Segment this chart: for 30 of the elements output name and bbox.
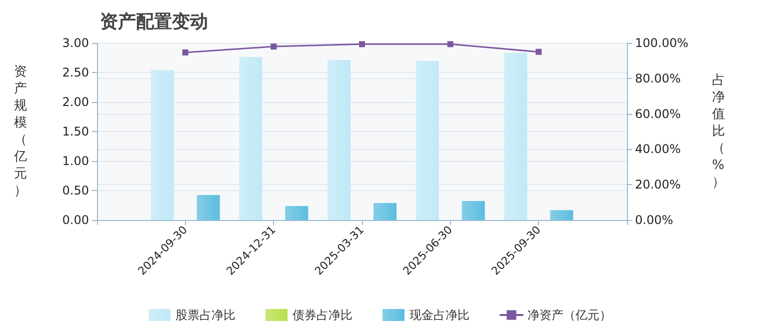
y-tick-label: 2.50 — [62, 66, 89, 80]
y2-tick-label: 100.00% — [635, 36, 688, 50]
y2-tick-label: 80.00% — [635, 71, 681, 86]
chart-title: 资产配置变动 — [100, 12, 208, 32]
y2-axis-title: 占净值比（%） — [712, 73, 725, 190]
bar — [285, 206, 308, 220]
y2-tick-label: 20.00% — [635, 178, 681, 192]
bar — [196, 195, 220, 220]
legend-label: 债券占净比 — [292, 308, 352, 322]
bar — [550, 210, 574, 220]
bar — [328, 60, 350, 220]
bar — [416, 61, 439, 220]
y-tick-label: 3.00 — [62, 36, 89, 50]
y-tick-label: 0.00 — [62, 213, 89, 227]
y-tick-label: 1.50 — [62, 124, 89, 138]
y-tick-label: 2.00 — [62, 95, 89, 109]
y-tick-label: 1.00 — [62, 154, 89, 168]
bar — [239, 56, 262, 220]
legend-label: 现金占净比 — [410, 308, 470, 322]
bar — [374, 203, 396, 220]
legend-label: 股票占净比 — [176, 308, 236, 322]
y2-tick-label: 60.00% — [635, 106, 681, 121]
y2-tick-label: 0.00% — [635, 213, 674, 227]
bar — [462, 201, 485, 220]
bar — [150, 70, 174, 220]
y2-tick-label: 40.00% — [635, 142, 681, 156]
y-tick-label: 0.50 — [62, 184, 89, 198]
bar — [504, 52, 528, 220]
y-axis-title: 资产规模（亿元） — [13, 64, 27, 198]
legend-label: 净资产（亿元） — [528, 308, 612, 322]
